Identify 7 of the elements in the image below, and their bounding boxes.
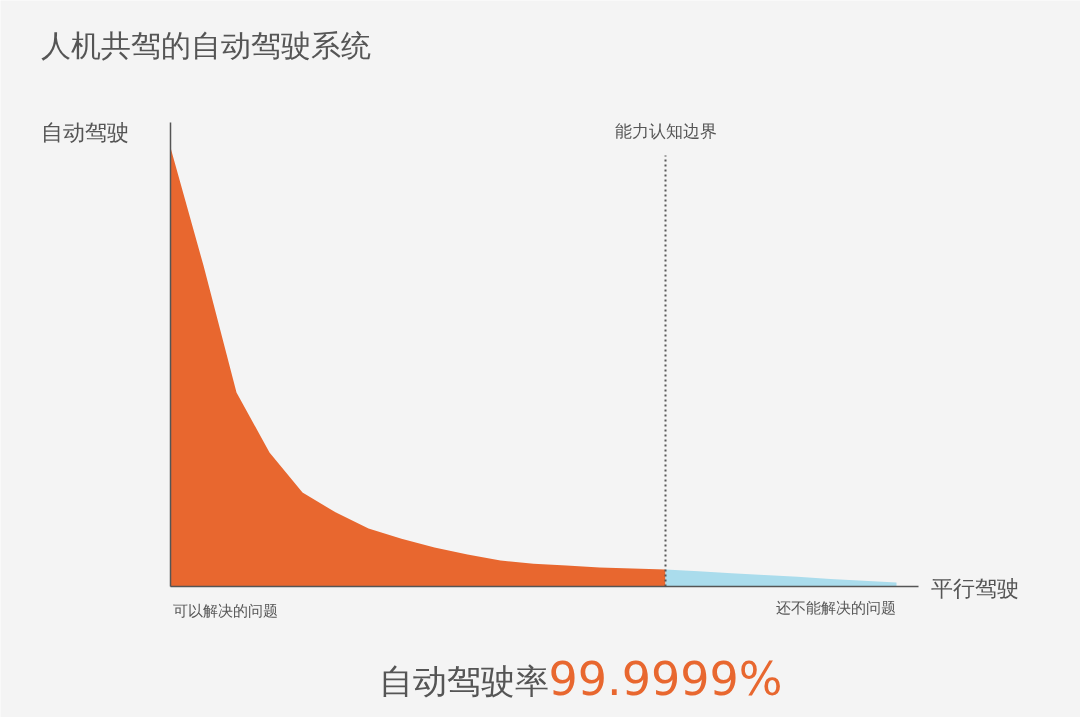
text: 可以解决的问题	[172, 601, 278, 620]
x-axis-title: 平行驾驶	[930, 576, 1019, 601]
chart-title: 人机共驾的自动驾驶系统	[40, 28, 371, 63]
text: 能力认知边界	[614, 120, 717, 141]
y-axis-title: 自动驾驶	[40, 120, 129, 145]
text: 自动驾驶率99.9999%	[378, 651, 783, 706]
text: 还不能解决的问题	[775, 598, 896, 617]
